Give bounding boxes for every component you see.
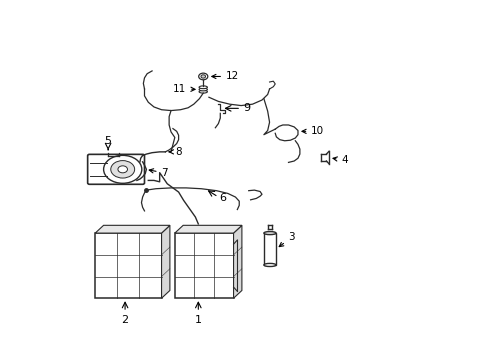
FancyBboxPatch shape bbox=[87, 154, 144, 184]
Ellipse shape bbox=[199, 88, 207, 91]
Polygon shape bbox=[95, 225, 169, 233]
Circle shape bbox=[111, 161, 134, 178]
Text: 2: 2 bbox=[121, 315, 128, 325]
Text: 9: 9 bbox=[243, 103, 250, 113]
Text: 4: 4 bbox=[332, 155, 347, 165]
Text: 3: 3 bbox=[279, 232, 295, 247]
Text: 1: 1 bbox=[194, 315, 202, 325]
Text: 10: 10 bbox=[302, 126, 324, 136]
Text: 12: 12 bbox=[211, 72, 239, 81]
Circle shape bbox=[198, 73, 207, 80]
Text: 7: 7 bbox=[149, 168, 168, 178]
Polygon shape bbox=[233, 225, 242, 298]
Ellipse shape bbox=[264, 264, 275, 266]
Text: 8: 8 bbox=[169, 147, 181, 157]
Circle shape bbox=[103, 156, 142, 183]
Text: 5: 5 bbox=[104, 136, 111, 146]
Ellipse shape bbox=[264, 231, 275, 235]
Text: 6: 6 bbox=[219, 193, 226, 203]
Ellipse shape bbox=[199, 86, 207, 89]
Bar bbox=[175, 233, 233, 298]
Circle shape bbox=[201, 75, 205, 78]
Polygon shape bbox=[161, 225, 169, 298]
Bar bbox=[95, 233, 161, 298]
Polygon shape bbox=[175, 225, 242, 233]
Ellipse shape bbox=[199, 90, 207, 93]
Circle shape bbox=[118, 166, 127, 173]
Bar bbox=[264, 233, 275, 265]
Text: 11: 11 bbox=[173, 84, 195, 94]
